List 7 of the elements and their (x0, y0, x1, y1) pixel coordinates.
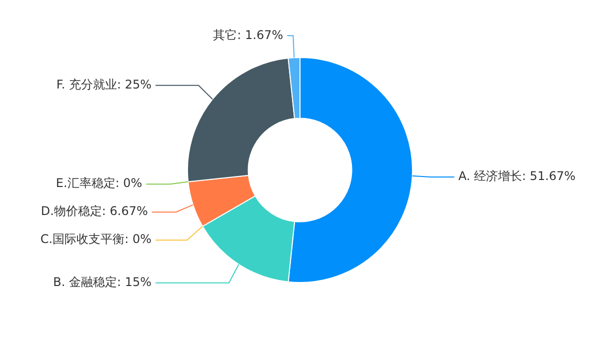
slice-label: 其它: 1.67% (213, 28, 284, 42)
slice-label: F. 充分就业: 25% (56, 77, 152, 92)
legend-label: E.汇率稳定: 0% (56, 176, 142, 190)
slice-label: B. 金融稳定: 15% (53, 274, 152, 289)
legend-label: C.国际收支平衡: 0% (40, 232, 152, 246)
slice-label: D.物价稳定: 6.67% (40, 204, 148, 218)
slice-label: A. 经济增长: 51.67% (458, 169, 576, 184)
